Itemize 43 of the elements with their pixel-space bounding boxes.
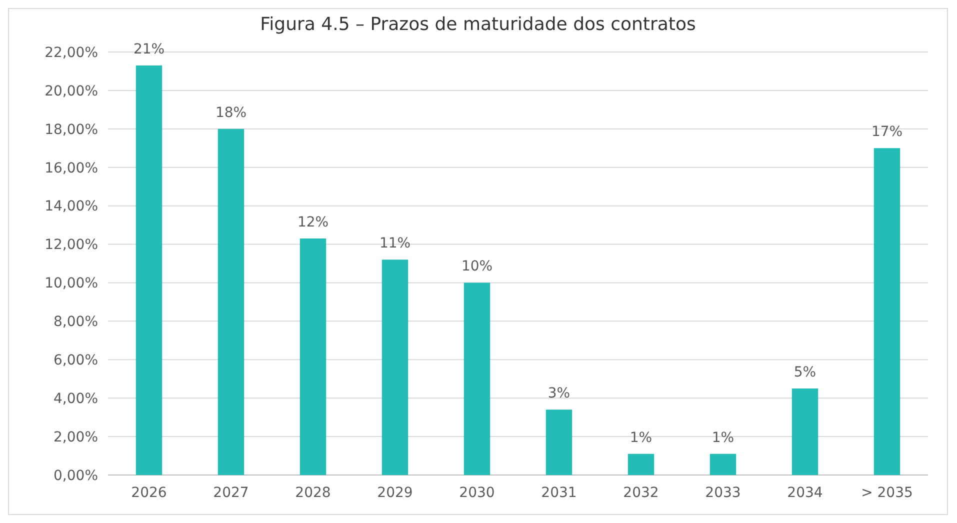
- y-tick-label: 18,00%: [44, 122, 98, 138]
- chart-title: Figura 4.5 – Prazos de maturidade dos contratos: [260, 14, 696, 35]
- data-label: 5%: [794, 364, 816, 380]
- y-tick-label: 0,00%: [54, 468, 98, 484]
- data-label: 10%: [461, 258, 493, 275]
- y-tick-label: 6,00%: [54, 352, 98, 369]
- x-tick-label: 2032: [623, 485, 659, 501]
- y-tick-label: 20,00%: [44, 83, 98, 100]
- x-tick-label: 2026: [131, 485, 167, 501]
- bar: [464, 282, 490, 475]
- bar: [218, 128, 244, 475]
- x-tick-label: 2033: [705, 485, 741, 501]
- data-label: 3%: [548, 386, 570, 402]
- x-tick-label: 2027: [213, 485, 249, 501]
- x-tick-label: > 2035: [861, 485, 913, 501]
- y-tick-label: 4,00%: [54, 390, 98, 407]
- bar: [874, 148, 900, 475]
- data-label: 17%: [871, 124, 903, 140]
- bar: [710, 454, 736, 475]
- x-tick-label: 2029: [377, 485, 413, 501]
- y-tick-label: 12,00%: [44, 237, 98, 254]
- data-label: 21%: [133, 41, 165, 58]
- data-label: 12%: [297, 214, 329, 231]
- x-tick-label: 2031: [541, 485, 577, 501]
- data-label: 1%: [712, 430, 734, 446]
- bar: [546, 410, 572, 475]
- y-tick-label: 14,00%: [44, 198, 98, 215]
- data-label: 1%: [630, 430, 652, 446]
- data-label: 18%: [215, 104, 247, 121]
- y-tick-label: 10,00%: [44, 276, 98, 292]
- x-tick-label: 2034: [787, 485, 823, 501]
- bar: [300, 238, 326, 475]
- bar: [136, 65, 162, 475]
- y-tick-label: 8,00%: [54, 314, 98, 330]
- x-tick-label: 2030: [459, 485, 495, 501]
- y-tick-label: 2,00%: [54, 429, 98, 446]
- y-tick-label: 16,00%: [44, 160, 98, 176]
- data-label: 11%: [379, 236, 411, 252]
- x-tick-label: 2028: [295, 485, 331, 501]
- y-tick-label: 22,00%: [44, 44, 98, 61]
- bar: [792, 388, 818, 475]
- bar: [628, 454, 654, 475]
- bar: [382, 260, 408, 475]
